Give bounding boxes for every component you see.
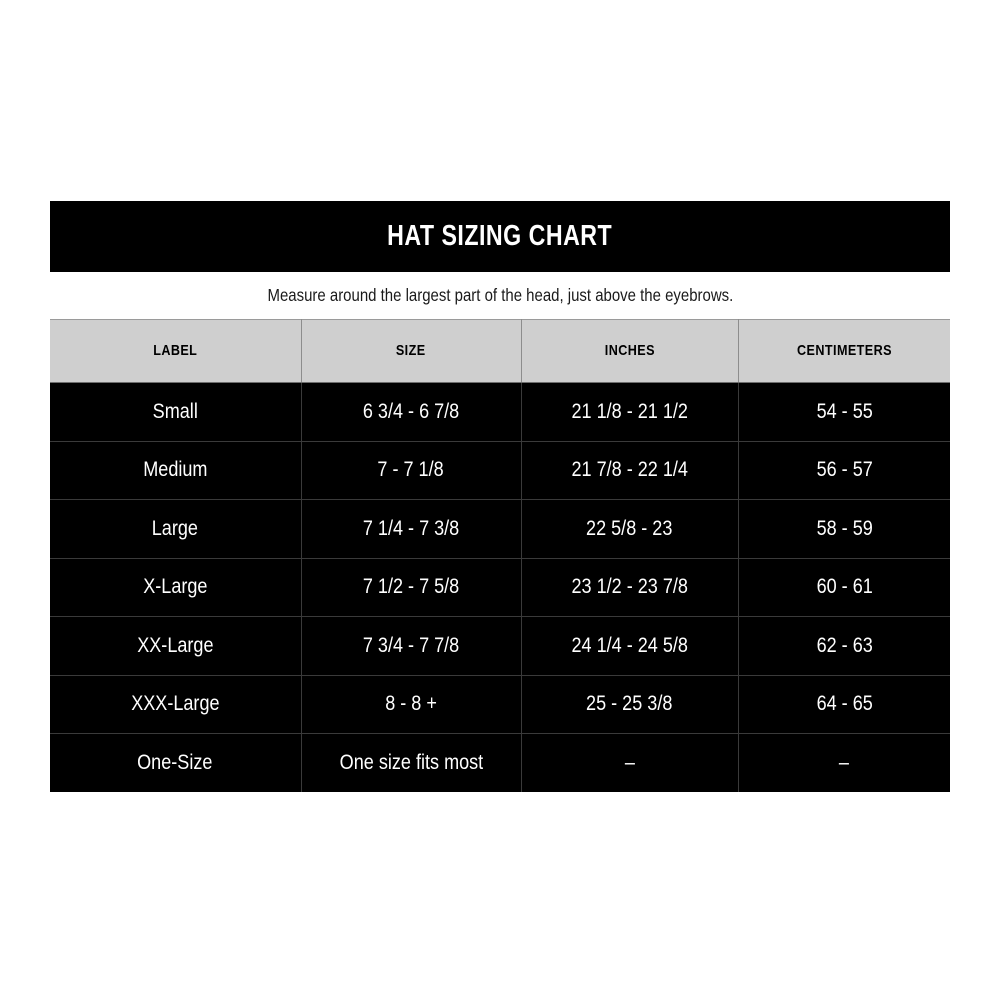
cell-centimeters: 64 - 65 [738, 675, 950, 734]
cell-size-text: One size fits most [339, 750, 483, 774]
size-chart-table: LABEL SIZE INCHES CENTIMETERS Small [50, 319, 950, 792]
chart-subtitle: Measure around the largest part of the h… [267, 284, 733, 305]
cell-inches-text: 23 1/2 - 23 7/8 [571, 575, 688, 599]
column-header-size: SIZE [301, 319, 522, 383]
cell-size: 6 3/4 - 6 7/8 [301, 382, 522, 442]
cell-label-text: X-Large [143, 575, 208, 599]
column-header-size-text: SIZE [396, 342, 426, 359]
table-row: One-Size One size fits most – – [50, 733, 950, 792]
cell-size: 7 1/4 - 7 3/8 [301, 499, 522, 559]
cell-label: Small [50, 382, 302, 442]
page-title: HAT SIZING CHART [387, 220, 613, 252]
table-row: XX-Large 7 3/4 - 7 7/8 24 1/4 - 24 5/8 6… [50, 616, 950, 676]
column-header-centimeters-text: CENTIMETERS [796, 342, 892, 359]
cell-inches: 21 7/8 - 22 1/4 [521, 441, 739, 500]
table-row: X-Large 7 1/2 - 7 5/8 23 1/2 - 23 7/8 60… [50, 558, 950, 617]
cell-label-text: Large [152, 516, 199, 540]
table-header: LABEL SIZE INCHES CENTIMETERS [50, 319, 950, 383]
cell-centimeters-text: 60 - 61 [816, 575, 873, 599]
table-row: Large 7 1/4 - 7 3/8 22 5/8 - 23 58 - 59 [50, 499, 950, 559]
cell-centimeters-text: 56 - 57 [816, 458, 873, 482]
cell-inches-text: 22 5/8 - 23 [586, 516, 673, 540]
cell-centimeters: 54 - 55 [738, 382, 950, 442]
table-row: XXX-Large 8 - 8 + 25 - 25 3/8 64 - 65 [50, 675, 950, 734]
cell-centimeters: 62 - 63 [738, 616, 950, 676]
cell-label-text: XX-Large [137, 633, 214, 657]
cell-inches-text: 24 1/4 - 24 5/8 [571, 633, 688, 657]
cell-size-text: 7 1/2 - 7 5/8 [362, 575, 460, 599]
cell-centimeters: 60 - 61 [738, 558, 950, 617]
column-header-label-text: LABEL [153, 342, 198, 359]
chart-subtitle-band: Measure around the largest part of the h… [50, 272, 950, 319]
cell-size: 7 3/4 - 7 7/8 [301, 616, 522, 676]
column-header-inches-text: INCHES [604, 342, 655, 359]
column-header-label: LABEL [50, 319, 302, 383]
cell-size-text: 7 3/4 - 7 7/8 [362, 633, 460, 657]
cell-label-text: Medium [143, 458, 208, 482]
cell-centimeters: 56 - 57 [738, 441, 950, 500]
cell-centimeters: 58 - 59 [738, 499, 950, 559]
cell-inches: 24 1/4 - 24 5/8 [521, 616, 739, 676]
cell-size-text: 8 - 8 + [385, 692, 437, 716]
cell-label: Large [50, 499, 302, 559]
cell-centimeters-text: 58 - 59 [816, 516, 873, 540]
column-header-inches: INCHES [521, 319, 739, 383]
cell-inches-text: – [624, 750, 635, 774]
cell-centimeters-text: 64 - 65 [816, 692, 873, 716]
cell-centimeters: – [738, 733, 950, 792]
cell-inches-text: 25 - 25 3/8 [586, 692, 673, 716]
cell-size-text: 6 3/4 - 6 7/8 [362, 399, 460, 423]
cell-inches: 22 5/8 - 23 [521, 499, 739, 559]
cell-label: X-Large [50, 558, 302, 617]
cell-centimeters-text: 62 - 63 [816, 633, 873, 657]
cell-size: 7 - 7 1/8 [301, 441, 522, 500]
table-body: Small 6 3/4 - 6 7/8 21 1/8 - 21 1/2 54 -… [50, 382, 950, 792]
cell-inches: 23 1/2 - 23 7/8 [521, 558, 739, 617]
cell-label-text: One-Size [137, 750, 213, 774]
table-row: Small 6 3/4 - 6 7/8 21 1/8 - 21 1/2 54 -… [50, 382, 950, 442]
cell-size: One size fits most [301, 733, 522, 792]
cell-label: XX-Large [50, 616, 302, 676]
hat-sizing-chart-card: HAT SIZING CHART Measure around the larg… [50, 201, 950, 792]
cell-size: 7 1/2 - 7 5/8 [301, 558, 522, 617]
cell-label: Medium [50, 441, 302, 500]
cell-size-text: 7 - 7 1/8 [377, 458, 445, 482]
cell-label: One-Size [50, 733, 302, 792]
cell-centimeters-text: – [839, 750, 850, 774]
cell-label-text: Small [152, 399, 198, 423]
cell-label-text: XXX-Large [131, 692, 220, 716]
cell-label: XXX-Large [50, 675, 302, 734]
chart-title-bar: HAT SIZING CHART [50, 201, 950, 272]
cell-inches-text: 21 7/8 - 22 1/4 [571, 458, 688, 482]
cell-inches: 25 - 25 3/8 [521, 675, 739, 734]
cell-inches-text: 21 1/8 - 21 1/2 [571, 399, 688, 423]
cell-size-text: 7 1/4 - 7 3/8 [362, 516, 460, 540]
table-header-row: LABEL SIZE INCHES CENTIMETERS [50, 319, 950, 383]
cell-centimeters-text: 54 - 55 [816, 399, 873, 423]
table-row: Medium 7 - 7 1/8 21 7/8 - 22 1/4 56 - 57 [50, 441, 950, 500]
cell-size: 8 - 8 + [301, 675, 522, 734]
cell-inches: – [521, 733, 739, 792]
cell-inches: 21 1/8 - 21 1/2 [521, 382, 739, 442]
column-header-centimeters: CENTIMETERS [738, 319, 950, 383]
